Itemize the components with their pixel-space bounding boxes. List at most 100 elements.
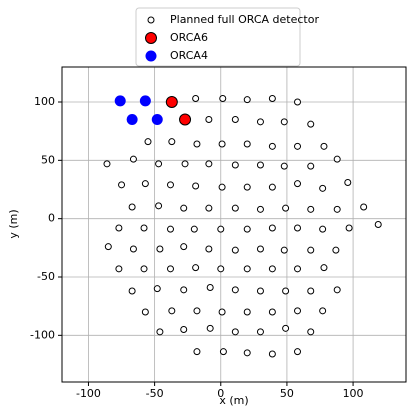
point (256, 287, 264, 295)
x-axis-label: x (m) (219, 394, 248, 407)
point (319, 184, 327, 192)
point (294, 142, 302, 150)
point (231, 246, 239, 254)
point (345, 224, 353, 232)
point (179, 113, 192, 126)
point (294, 98, 302, 106)
point (140, 265, 148, 273)
legend-label: Planned full ORCA detector (170, 13, 319, 26)
point (280, 246, 288, 254)
point (307, 287, 315, 295)
point (193, 348, 201, 356)
point (268, 224, 276, 232)
point (243, 96, 251, 104)
point (294, 307, 302, 315)
point (217, 225, 225, 233)
point (307, 246, 315, 254)
point (128, 203, 136, 211)
point (166, 225, 174, 233)
point (205, 204, 213, 212)
point (115, 224, 123, 232)
point (205, 160, 213, 168)
y-tick-label: 50 (41, 153, 55, 166)
point (219, 348, 227, 356)
point (333, 205, 341, 213)
point (155, 202, 163, 210)
point (307, 205, 315, 213)
point (217, 265, 225, 273)
point (166, 181, 174, 189)
point (282, 324, 290, 332)
y-axis-label: y (m) (7, 209, 20, 238)
point (139, 95, 151, 107)
point (218, 140, 226, 148)
point (141, 308, 149, 316)
point (115, 265, 123, 273)
point (256, 205, 264, 213)
point (128, 287, 136, 295)
point (268, 350, 276, 358)
point (156, 245, 164, 253)
point (231, 286, 239, 294)
x-tick-label: 100 (343, 387, 364, 400)
legend-label: ORCA4 (170, 49, 208, 62)
point (268, 95, 276, 102)
point (344, 179, 352, 186)
plot-frame (61, 66, 407, 383)
point (280, 118, 288, 126)
point (206, 324, 214, 332)
point (360, 203, 368, 211)
point (219, 95, 227, 102)
point (192, 182, 200, 190)
point (193, 140, 201, 148)
y-tick-label: -100 (30, 328, 55, 341)
point (231, 116, 239, 123)
point (181, 160, 189, 168)
point (140, 224, 148, 232)
point (307, 328, 315, 336)
legend-marker (145, 32, 157, 44)
point (180, 326, 188, 333)
point (243, 140, 251, 148)
point (118, 181, 126, 189)
point (166, 265, 174, 273)
point (144, 138, 152, 146)
point (168, 138, 176, 146)
x-tick-label: -50 (146, 387, 164, 400)
point (243, 183, 251, 191)
point (231, 204, 239, 212)
point (294, 348, 302, 356)
y-tick-label: 100 (34, 95, 55, 108)
x-tick-label: 0 (217, 387, 224, 400)
point (192, 95, 200, 102)
point (114, 95, 126, 107)
point (320, 142, 328, 150)
point (307, 162, 315, 170)
point (104, 243, 112, 251)
point (256, 328, 264, 336)
point (243, 308, 251, 316)
point (151, 114, 163, 125)
point (268, 265, 276, 273)
point (320, 264, 328, 272)
point (319, 307, 327, 315)
point (333, 286, 341, 294)
point (165, 96, 178, 108)
legend-marker (147, 16, 155, 24)
point (156, 328, 164, 336)
point (192, 264, 200, 272)
point (190, 225, 198, 233)
point (243, 265, 251, 273)
x-tick-label: -100 (76, 387, 101, 400)
y-tick-label: -50 (37, 270, 55, 283)
point (180, 286, 188, 294)
point (205, 116, 213, 123)
point (155, 160, 163, 168)
legend-label: ORCA6 (170, 31, 208, 44)
point (231, 161, 239, 169)
point (332, 246, 340, 254)
point (153, 285, 161, 293)
point (256, 245, 264, 253)
point (319, 225, 327, 233)
point (205, 245, 213, 253)
